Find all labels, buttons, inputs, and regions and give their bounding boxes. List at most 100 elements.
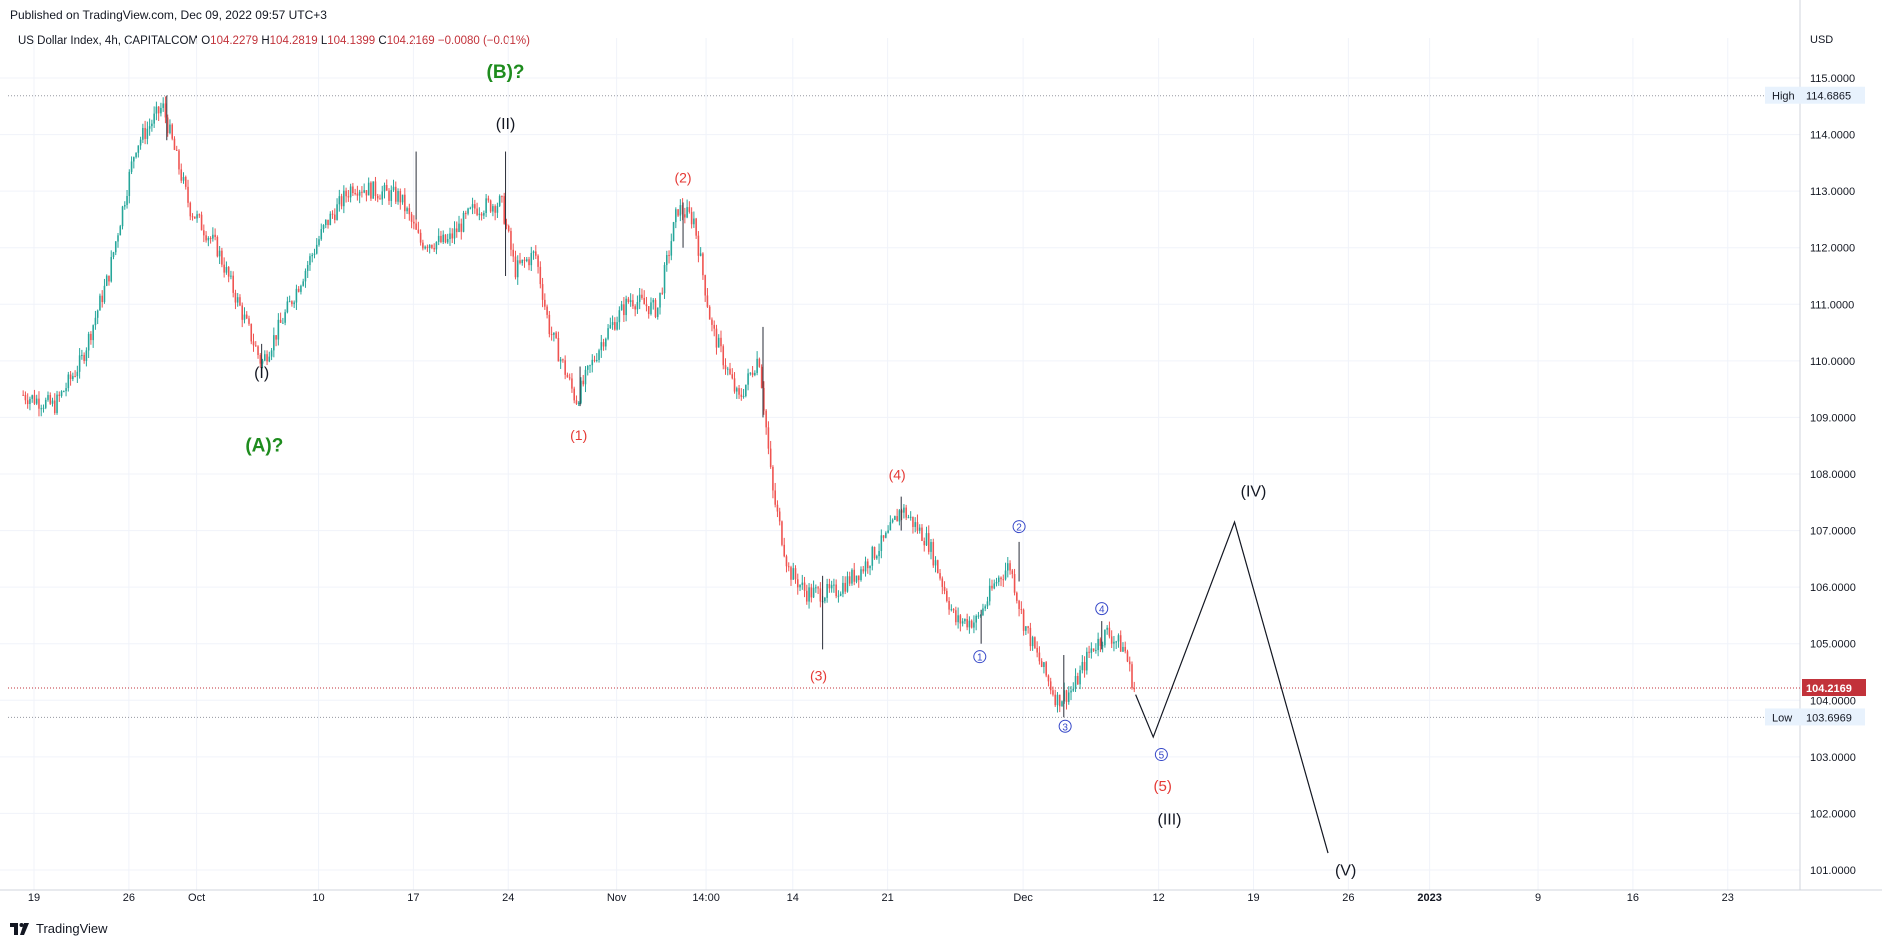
candle-body [248,318,250,324]
candle-body [63,391,65,393]
candle-body [747,373,749,385]
candle-body [288,301,291,303]
candle-body [726,368,729,370]
candle-body [1025,626,1027,631]
candle-body [835,584,837,597]
symbol-legend[interactable]: US Dollar Index, 4h, CAPITALCOM O104.227… [18,35,530,47]
x-tick-label: Oct [188,892,205,904]
candle-body [327,219,329,226]
candle-body [927,533,930,552]
candle-body [756,358,758,373]
candle-body [968,620,971,628]
candle-body [1077,676,1079,685]
candle-body [724,365,727,370]
candle-body [616,322,618,330]
candle-body [42,407,45,409]
candle-body [894,516,896,520]
candle-body [1106,627,1108,630]
y-tick-label: 112.0000 [1810,243,1855,255]
candle-body [866,561,869,569]
candle-body [605,338,607,347]
candle-body [638,294,641,303]
candle-body [311,254,314,257]
candle-body [844,582,846,592]
candle-body [92,325,94,341]
candle-body [264,354,266,361]
candle-body [661,292,664,294]
candle-body [273,335,275,351]
candle-body [40,408,43,410]
wave-label: 2 [1016,523,1022,534]
candle-body [277,319,280,340]
candle-body [851,569,853,584]
candle-body [442,234,445,243]
candle-body [550,334,553,336]
candle-body [988,585,991,602]
candle-body [600,342,603,351]
candle-body [243,314,246,320]
candle-body [1056,694,1059,706]
candle-body [252,341,255,346]
wave-label-circle [1058,719,1072,733]
candle-body [582,380,585,385]
candle-body [975,615,977,623]
candle-body [291,301,293,305]
y-tick-label: 101.0000 [1810,865,1856,877]
high-badge-value: 114.6865 [1806,91,1851,103]
x-tick-label: 14:00 [692,892,720,904]
candle-body [679,205,682,216]
candle-body [419,232,422,243]
candle-body [295,288,298,303]
candle-body [101,295,103,303]
candle-body [349,186,352,198]
candle-body [1092,648,1095,651]
candle-body [394,186,397,202]
x-tick-label: 21 [882,892,894,904]
candle-body [871,546,874,566]
x-tick-label: 19 [1247,892,1259,904]
candle-body [781,521,783,545]
wave-label: (5) [1154,778,1172,795]
candle-body [697,235,700,256]
candle-body [130,161,133,172]
candle-body [808,587,810,602]
candle-body [507,225,510,232]
candle-body [144,127,146,139]
candle-body [297,288,300,292]
y-tick-label: 114.0000 [1810,130,1855,142]
candle-body [625,298,627,316]
candle-body [862,569,865,572]
candle-body [1038,652,1041,662]
candle-body [426,246,429,249]
candle-body [623,304,625,316]
candle-body [189,202,192,217]
wave-label: (2) [674,170,691,186]
candle-body [1013,574,1016,593]
candle-body [787,566,790,568]
wave-label: (V) [1335,863,1356,880]
candle-body [785,556,788,567]
tradingview-footer[interactable]: TradingView [10,921,108,936]
candle-body [455,228,458,233]
candle-body [173,138,176,150]
candle-body [347,196,350,198]
candle-body [352,186,354,193]
candle-body [686,207,688,218]
candle-body [824,597,826,602]
candle-body [1036,647,1038,653]
candle-body [717,337,720,348]
candle-body [936,560,939,574]
candle-body [982,608,984,616]
candle-body [108,275,110,282]
candle-body [372,181,374,199]
high-badge-label: High [1772,91,1795,103]
candle-body [532,251,535,253]
candle-body [995,582,998,584]
candle-body [907,517,910,519]
candle-body [939,573,941,579]
candle-body [722,346,725,366]
candle-body [47,395,49,400]
candle-body [544,299,546,307]
candle-body [589,365,591,367]
